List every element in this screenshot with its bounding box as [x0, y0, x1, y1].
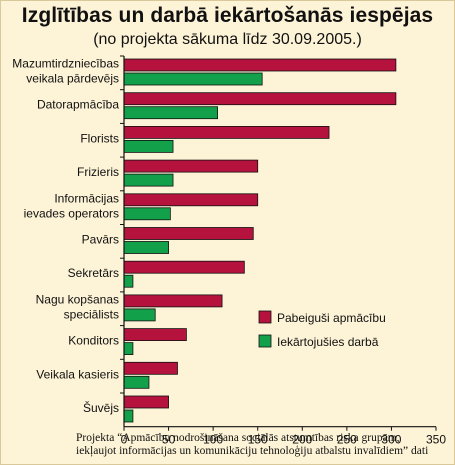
x-tick-label: 0: [121, 433, 128, 447]
bar-employed: [123, 173, 174, 187]
x-tick-label: 50: [162, 433, 176, 447]
bar-completed: [123, 126, 330, 139]
bar-completed: [123, 92, 397, 106]
category-label: Konditors: [68, 334, 119, 348]
bar-employed: [123, 106, 218, 120]
x-tick-label: 300: [381, 433, 401, 447]
category-label: Veikala kasieris: [36, 367, 119, 381]
category-label: Nagu kopšanas: [36, 292, 119, 306]
bar-employed: [123, 375, 150, 389]
bar-employed: [123, 139, 174, 153]
category-label: speciālists: [64, 307, 119, 321]
footnote-line-1: Projekta “Apmācību nodrošināšana sociālā…: [76, 432, 400, 444]
legend-swatch: [258, 334, 272, 348]
bar-completed: [123, 159, 259, 173]
category-label: Pavārs: [82, 233, 119, 247]
chart-subtitle: (no projekta sākuma līdz 30.09.2005.): [93, 31, 362, 48]
bar-completed: [123, 361, 178, 375]
legend-label: Pabeiguši apmācību: [277, 311, 386, 325]
x-tick-label: 350: [426, 433, 446, 447]
bar-employed: [123, 72, 263, 86]
category-label: Šuvējs: [83, 400, 119, 415]
bar-completed: [123, 58, 397, 72]
x-tick-label: 250: [337, 433, 357, 447]
category-label: Sekretārs: [68, 266, 119, 280]
category-label: Datorapmācība: [37, 98, 119, 112]
legend-swatch: [258, 310, 272, 324]
bar-completed: [123, 294, 223, 308]
category-label: Frizieris: [77, 165, 119, 179]
bar-completed: [123, 328, 187, 342]
bar-employed: [123, 342, 134, 356]
legend-label: Iekārtojušies darbā: [277, 335, 379, 349]
bar-completed: [123, 193, 259, 207]
bar-employed: [123, 308, 156, 322]
category-label: Florists: [80, 131, 119, 145]
bar-employed: [123, 274, 134, 288]
chart-title: Izglītības un darbā iekārtošanās iespēja…: [21, 4, 434, 27]
category-label: veikala pārdevējs: [26, 72, 119, 86]
category-label: Mazumtirdzniecības: [12, 57, 119, 71]
x-tick-label: 100: [203, 433, 223, 447]
category-label: ievades operators: [24, 206, 119, 220]
bar-employed: [123, 409, 134, 423]
bar-employed: [123, 207, 171, 221]
x-tick-label: 200: [292, 433, 312, 447]
category-label: Informācijas: [54, 191, 119, 205]
bar-completed: [123, 260, 245, 274]
x-tick-label: 150: [248, 433, 268, 447]
bar-completed: [123, 395, 169, 409]
bar-employed: [123, 241, 169, 254]
bar-completed: [123, 227, 254, 240]
footnote: Projekta “Apmācību nodrošināšana sociālā…: [76, 432, 454, 458]
footnote-line-2: iekļaujot informācijas un komunikāciju t…: [76, 445, 429, 457]
